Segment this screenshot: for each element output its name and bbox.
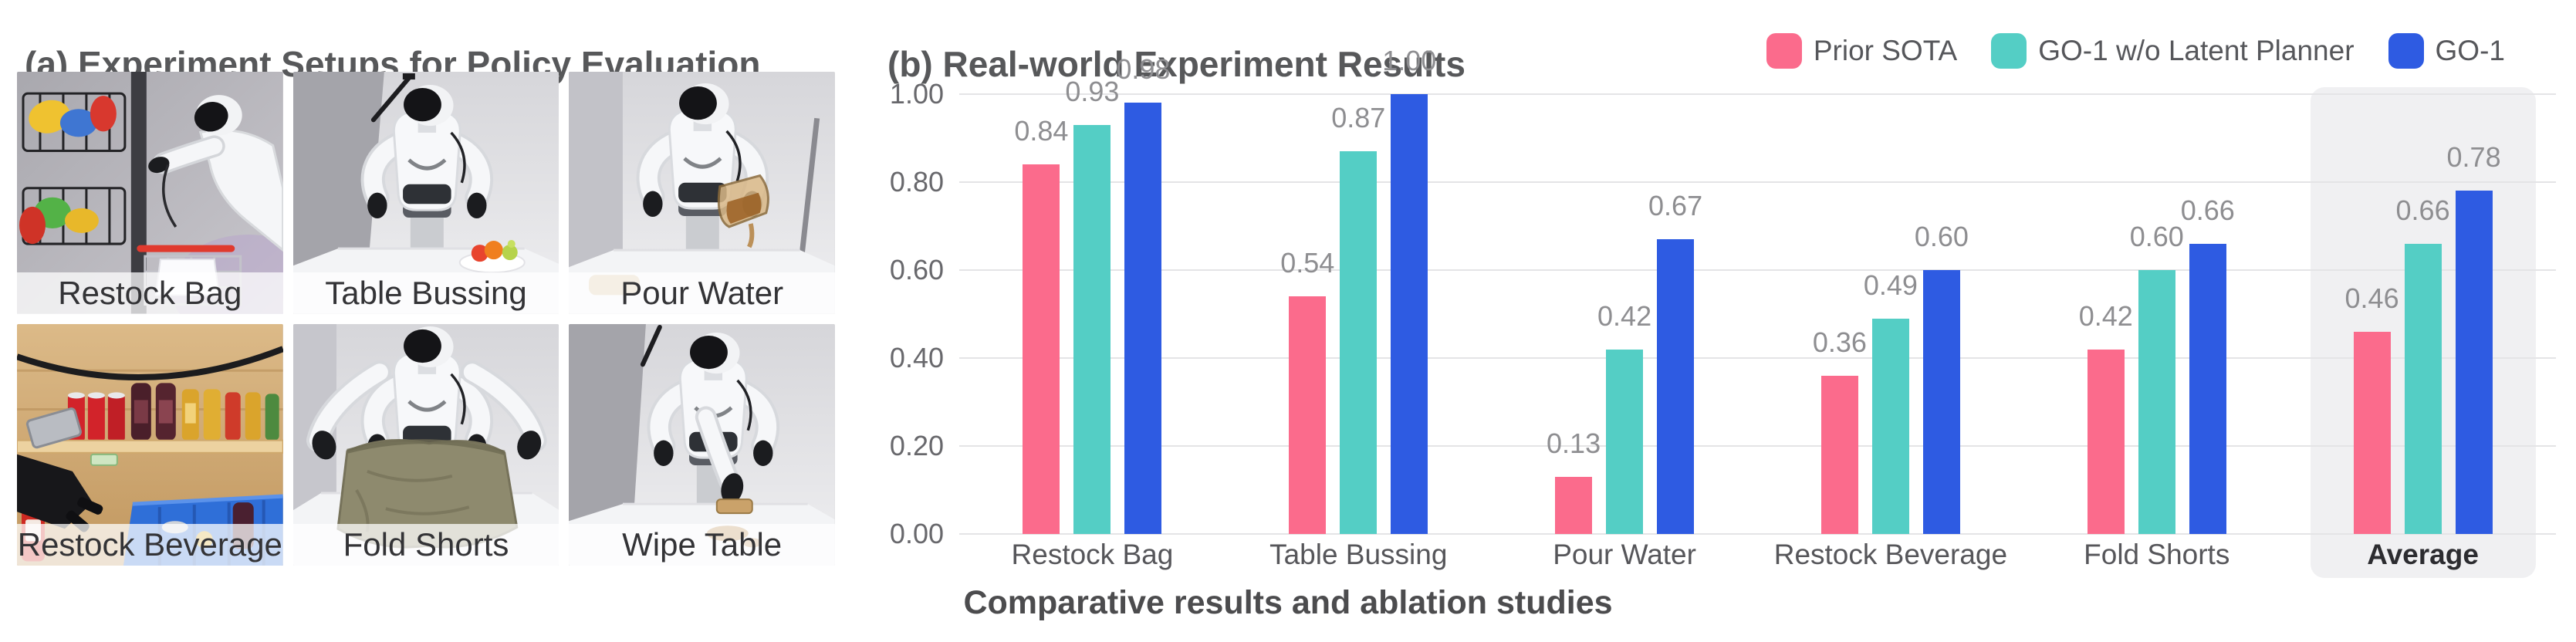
- bar-Pour Water-GO-1: [1657, 239, 1695, 534]
- gridline-0.60: [959, 269, 2556, 271]
- photo-label-fold-shorts: Fold Shorts: [292, 524, 559, 566]
- bar-value-Restock Bag-GO-1 w/o Latent Planner: 0.93: [1065, 75, 1120, 107]
- bar-value-Pour Water-GO-1: 0.67: [1648, 190, 1703, 222]
- photo-label-restock-bag: Restock Bag: [17, 272, 283, 314]
- category-label-Restock Bag: Restock Bag: [1011, 539, 1174, 570]
- legend-swatch-2: [2388, 33, 2424, 69]
- bar-value-Restock Beverage-GO-1: 0.60: [1914, 221, 1969, 252]
- bar-Fold Shorts-Prior SOTA: [2087, 349, 2125, 534]
- bar-Pour Water-Prior SOTA: [1555, 476, 1593, 534]
- bar-Average-Prior SOTA: [2353, 331, 2391, 534]
- gridline-0.20: [959, 445, 2556, 447]
- bar-Restock Beverage-GO-1: [1922, 270, 1960, 534]
- bar-value-Pour Water-GO-1 w/o Latent Planner: 0.42: [1597, 299, 1652, 332]
- bar-value-Restock Bag-GO-1: 0.98: [1116, 53, 1171, 86]
- gridline-0.00: [959, 533, 2556, 535]
- category-label-Fold Shorts: Fold Shorts: [2084, 539, 2230, 570]
- chart-legend: Prior SOTA GO-1 w/o Latent Planner GO-1: [1766, 32, 2505, 69]
- category-label-Average: Average: [2367, 539, 2479, 570]
- photo-table-bussing: Table Bussing: [292, 72, 559, 314]
- bar-value-Restock Beverage-Prior SOTA: 0.36: [1812, 326, 1867, 358]
- gridline-1.00: [959, 93, 2556, 95]
- legend-label-1: GO-1 w/o Latent Planner: [2038, 35, 2355, 66]
- legend-item-2: GO-1: [2388, 33, 2505, 69]
- legend-item-1: GO-1 w/o Latent Planner: [1991, 33, 2355, 69]
- photo-label-restock-beverage: Restock Beverage: [17, 524, 283, 566]
- legend-label-2: GO-1: [2435, 35, 2505, 66]
- category-label-Restock Beverage: Restock Beverage: [1773, 539, 2008, 570]
- bar-value-Fold Shorts-GO-1 w/o Latent Planner: 0.60: [2129, 221, 2184, 252]
- gridline-0.80: [959, 181, 2556, 183]
- bar-value-Restock Bag-Prior SOTA: 0.84: [1014, 115, 1069, 147]
- bar-value-Fold Shorts-Prior SOTA: 0.42: [2078, 299, 2133, 332]
- bar-Fold Shorts-GO-1: [2189, 243, 2226, 534]
- photo-wipe-table: Wipe Table: [569, 323, 835, 566]
- bar-value-Average-Prior SOTA: 0.46: [2344, 282, 2399, 314]
- photo-label-wipe-table: Wipe Table: [569, 524, 835, 566]
- photo-restock-bag: Restock Bag: [17, 72, 283, 314]
- figure-caption: Comparative results and ablation studies: [963, 584, 1613, 621]
- bar-value-Fold Shorts-GO-1: 0.66: [2180, 194, 2235, 226]
- bar-value-Table Bussing-GO-1 w/o Latent Planner: 0.87: [1331, 102, 1386, 134]
- gridline-0.40: [959, 357, 2556, 359]
- legend-item-0: Prior SOTA: [1766, 33, 1957, 69]
- legend-label-0: Prior SOTA: [1813, 35, 1958, 66]
- y-tick-0.80: 0.80: [889, 166, 944, 198]
- photo-fold-shorts: Fold Shorts: [292, 323, 559, 566]
- bar-Table Bussing-Prior SOTA: [1289, 296, 1327, 534]
- category-label-Pour Water: Pour Water: [1553, 539, 1696, 570]
- y-tick-0.60: 0.60: [889, 254, 944, 286]
- bar-Table Bussing-GO-1: [1391, 94, 1428, 534]
- bar-value-Average-GO-1 w/o Latent Planner: 0.66: [2395, 194, 2450, 226]
- y-tick-0.20: 0.20: [889, 430, 944, 461]
- bar-value-Average-GO-1: 0.78: [2446, 141, 2501, 174]
- bar-value-Pour Water-Prior SOTA: 0.13: [1547, 427, 1601, 459]
- y-tick-1.00: 1.00: [889, 78, 944, 110]
- photo-pour-water: Pour Water: [569, 72, 835, 314]
- experiment-photo-grid: Restock Bag Table Bussing: [17, 72, 835, 566]
- bar-value-Table Bussing-GO-1: 1.00: [1382, 45, 1437, 76]
- legend-swatch-1: [1991, 33, 2027, 69]
- bar-Average-GO-1: [2455, 191, 2493, 534]
- bar-Restock Beverage-GO-1 w/o Latent Planner: [1871, 318, 1909, 534]
- bar-Average-GO-1 w/o Latent Planner: [2404, 243, 2442, 534]
- bar-value-Restock Beverage-GO-1 w/o Latent Planner: 0.49: [1863, 269, 1918, 301]
- bar-Pour Water-GO-1 w/o Latent Planner: [1606, 349, 1644, 534]
- bar-value-Table Bussing-Prior SOTA: 0.54: [1280, 247, 1335, 279]
- y-tick-0.40: 0.40: [889, 342, 944, 373]
- y-tick-0.00: 0.00: [889, 518, 944, 549]
- bar-Restock Bag-GO-1 w/o Latent Planner: [1073, 124, 1111, 534]
- bar-Restock Bag-Prior SOTA: [1023, 164, 1060, 534]
- bar-Fold Shorts-GO-1 w/o Latent Planner: [2138, 270, 2175, 534]
- panel-b-title: (b) Real-world Experiment Results: [887, 44, 1465, 85]
- photo-restock-beverage: Restock Beverage: [17, 323, 283, 566]
- legend-swatch-0: [1766, 33, 1802, 69]
- photo-label-pour-water: Pour Water: [569, 272, 835, 314]
- bar-Restock Bag-GO-1: [1124, 103, 1162, 534]
- photo-label-table-bussing: Table Bussing: [292, 272, 559, 314]
- bar-Table Bussing-GO-1 w/o Latent Planner: [1340, 151, 1378, 534]
- bar-Restock Beverage-Prior SOTA: [1820, 375, 1858, 534]
- category-label-Table Bussing: Table Bussing: [1269, 539, 1448, 570]
